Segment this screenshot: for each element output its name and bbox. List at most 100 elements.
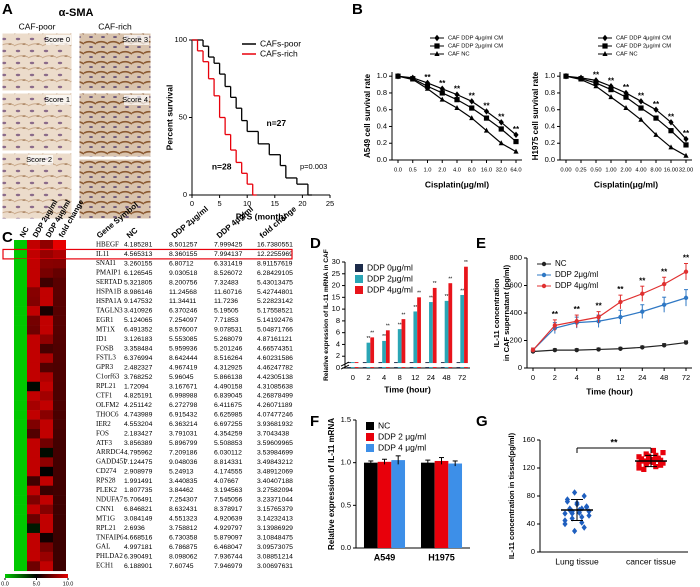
significance: ** bbox=[653, 100, 660, 109]
heatmap-cell bbox=[27, 504, 40, 515]
x-tick-label: 48 bbox=[442, 373, 450, 382]
heatmap-cell bbox=[40, 372, 53, 383]
point bbox=[640, 291, 645, 296]
legend-label: NC bbox=[555, 259, 567, 268]
x-axis-title: Cisplatin(μg/ml) bbox=[425, 179, 489, 189]
table-value: 9.147532 bbox=[124, 298, 153, 305]
x-tick-label: 72 bbox=[458, 373, 466, 382]
x-tick-label: A549 bbox=[374, 552, 396, 562]
heatmap-cell bbox=[40, 438, 53, 449]
panel-label: B bbox=[352, 1, 363, 18]
point bbox=[576, 509, 582, 516]
heatmap-cell bbox=[14, 410, 27, 420]
legend-marker bbox=[434, 34, 440, 42]
table-value: 5.124065 bbox=[124, 317, 153, 324]
heatmap-cell bbox=[27, 258, 40, 269]
point bbox=[636, 461, 642, 467]
table-value: 2.482327 bbox=[124, 364, 153, 371]
heatmap-cell bbox=[27, 400, 40, 411]
table-value: 3.10848475 bbox=[257, 534, 293, 541]
bar bbox=[385, 330, 390, 368]
table-value: 4.795962 bbox=[124, 449, 153, 456]
panel-label: A bbox=[2, 1, 13, 18]
gene-symbol: ID1 bbox=[96, 335, 107, 343]
heatmap-cell bbox=[53, 438, 66, 449]
heatmap-cell bbox=[53, 315, 66, 326]
heatmap-cell bbox=[27, 495, 40, 505]
table-value: 1.72094 bbox=[124, 383, 149, 390]
y-tick-label: 0.4 bbox=[377, 121, 387, 130]
heatmap-cell bbox=[53, 410, 66, 420]
legend-swatch bbox=[355, 286, 363, 294]
heatmap-cell bbox=[14, 438, 27, 449]
legend-label: DDP 4μg/ml bbox=[555, 281, 598, 290]
table-value: 4.66574351 bbox=[257, 345, 293, 352]
point bbox=[498, 126, 504, 132]
point bbox=[636, 465, 642, 471]
table-value: 11.60716 bbox=[214, 289, 242, 296]
table-value: 9.030518 bbox=[169, 270, 198, 277]
table-value: 8.516264 bbox=[214, 355, 243, 362]
heatmap-cell bbox=[14, 532, 27, 543]
table-value: 2.183427 bbox=[124, 431, 153, 438]
x-tick-label: 4.0 bbox=[453, 168, 461, 174]
bar bbox=[413, 311, 418, 368]
table-value: 6.411675 bbox=[214, 402, 242, 409]
heatmap-cell bbox=[40, 381, 53, 392]
table-value: 3.08851214 bbox=[257, 553, 293, 560]
significance: ** bbox=[617, 285, 624, 294]
significance: ** bbox=[483, 101, 490, 110]
point bbox=[643, 459, 649, 465]
series-line bbox=[532, 271, 687, 351]
legend-swatch bbox=[366, 444, 374, 452]
heatmap-cell bbox=[27, 523, 40, 534]
heatmap-cell bbox=[27, 381, 40, 392]
point bbox=[564, 498, 570, 505]
heatmap-cell bbox=[53, 325, 66, 335]
heatmap-cell bbox=[53, 277, 66, 288]
bar bbox=[391, 460, 406, 548]
point bbox=[395, 73, 401, 79]
table-value: 6.491352 bbox=[124, 327, 153, 334]
heatmap-cell bbox=[40, 306, 53, 316]
table-value: 8.360155 bbox=[169, 251, 198, 258]
table-value: 4.31085638 bbox=[257, 383, 293, 390]
legend-swatch bbox=[355, 264, 363, 272]
heatmap-cell bbox=[40, 551, 53, 562]
heatmap-cell bbox=[27, 343, 40, 354]
y-tick-label: 2 bbox=[336, 351, 340, 360]
x-tick-label: Lung tissue bbox=[555, 556, 599, 566]
point bbox=[683, 142, 689, 148]
point bbox=[618, 314, 623, 320]
legend-marker bbox=[602, 43, 608, 49]
point bbox=[530, 347, 536, 353]
point bbox=[650, 447, 656, 454]
x-tick-label: 8 bbox=[596, 373, 600, 382]
y-tick-label: 0.0 bbox=[377, 155, 387, 164]
point bbox=[498, 119, 504, 126]
table-value: 5.17558521 bbox=[257, 308, 293, 315]
point bbox=[454, 97, 460, 103]
table-value: 6.28429105 bbox=[257, 270, 293, 277]
micrograph-title: α-SMA bbox=[59, 7, 94, 19]
table-value: 3.53984699 bbox=[257, 449, 293, 456]
table-value: 5.706491 bbox=[124, 497, 153, 504]
gene-symbol: TAGLN3 bbox=[96, 306, 123, 314]
heatmap-cell bbox=[27, 362, 40, 373]
bar bbox=[434, 460, 449, 548]
heatmap-cell bbox=[14, 296, 27, 307]
heatmap-cell bbox=[53, 258, 66, 269]
heatmap-cell bbox=[40, 325, 53, 335]
heatmap-cell bbox=[53, 268, 66, 279]
heatmap-cell bbox=[14, 353, 27, 364]
table-value: 4.997181 bbox=[124, 544, 153, 551]
table-value: 5.866138 bbox=[214, 374, 243, 381]
heatmap-cell bbox=[27, 457, 40, 468]
score-backdrop bbox=[46, 35, 71, 45]
y-tick-label: 1.0 bbox=[377, 71, 387, 80]
table-value: 6.188901 bbox=[124, 563, 153, 570]
table-value: 11.7236 bbox=[214, 298, 238, 305]
table-value: 4.825191 bbox=[124, 393, 153, 400]
point bbox=[668, 119, 674, 126]
